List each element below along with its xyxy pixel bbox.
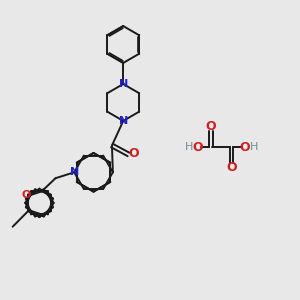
Text: O: O <box>206 120 216 133</box>
Text: O: O <box>129 147 139 161</box>
Text: N: N <box>118 116 128 126</box>
Text: O: O <box>22 190 31 200</box>
Text: O: O <box>239 140 250 154</box>
Text: O: O <box>226 161 237 174</box>
Text: H: H <box>250 142 258 152</box>
Text: N: N <box>70 167 79 177</box>
Text: H: H <box>184 142 193 152</box>
Text: N: N <box>118 79 128 89</box>
Text: O: O <box>193 140 203 154</box>
